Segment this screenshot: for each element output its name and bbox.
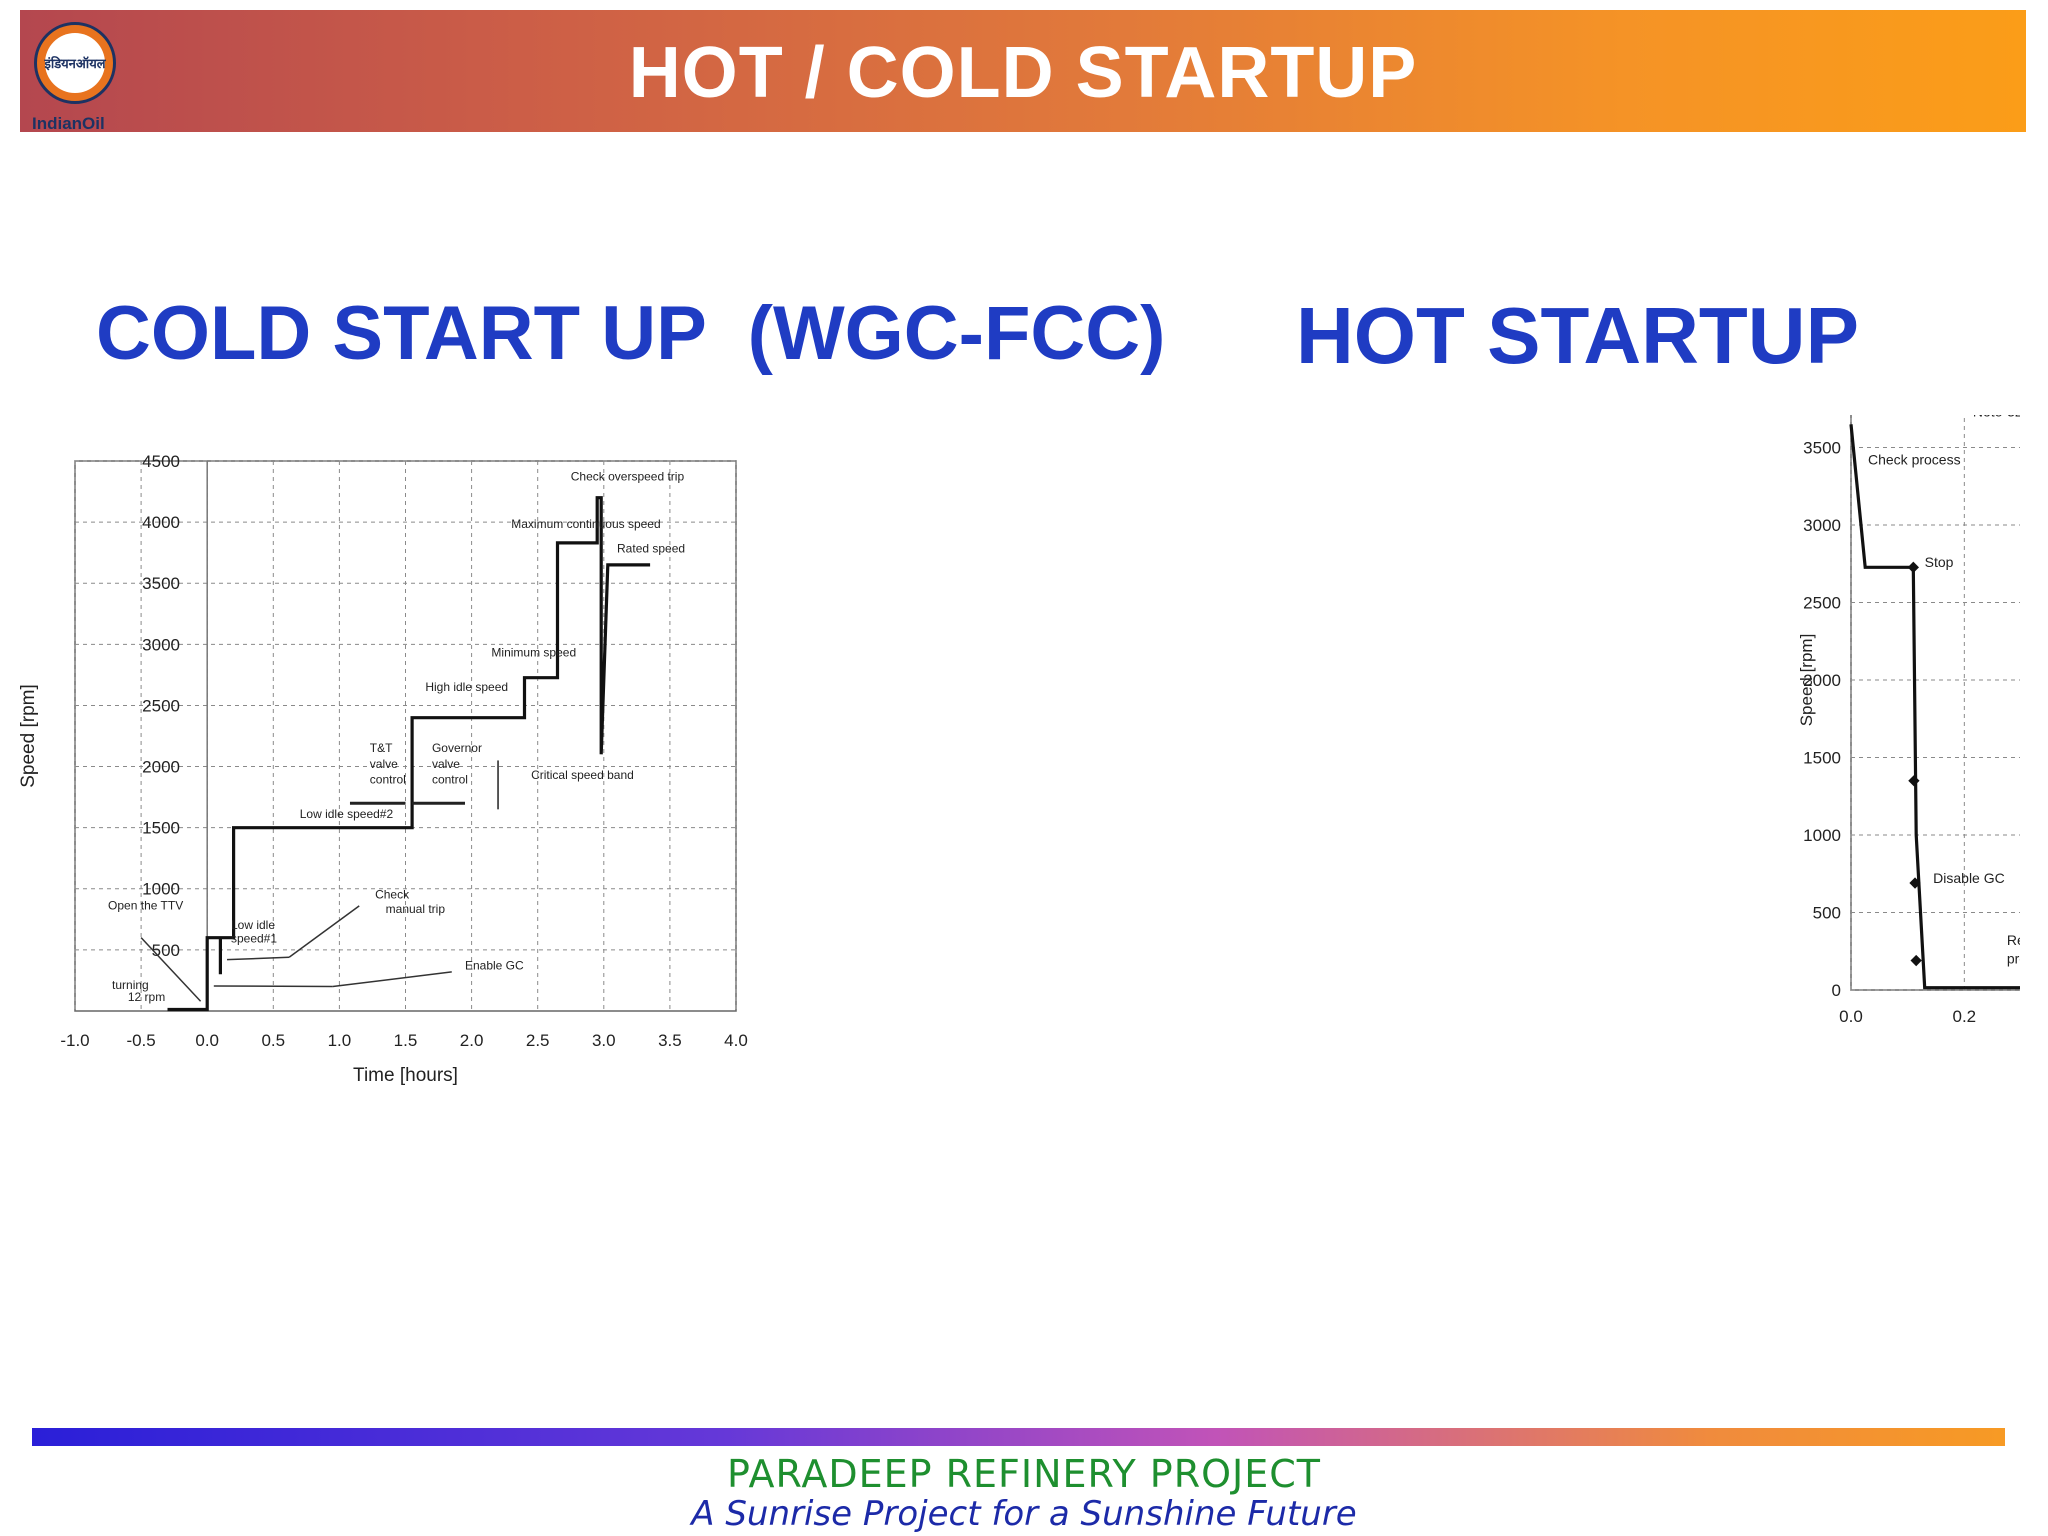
annotation-label: Re-start — [2007, 932, 2020, 948]
annotation-label: High idle speed — [425, 680, 508, 694]
y-tick-label: 1500 — [142, 819, 180, 838]
annotation-label: Check — [375, 888, 410, 902]
y-axis-label: Speed [rpm] — [1797, 634, 1816, 727]
logo-text: IndianOil — [32, 114, 105, 133]
page-title: HOT / COLD STARTUP — [628, 33, 1418, 113]
cold-startup-title: COLD START UP (WGC-FCC) — [96, 291, 1166, 376]
y-tick-label: 3000 — [1803, 516, 1841, 535]
x-tick-label: 3.0 — [592, 1031, 616, 1050]
annotation-label: Governor — [432, 741, 482, 755]
hot-startup-chart: 0.00.20.40.60.81.01.20500100015002000250… — [1797, 415, 2020, 1026]
x-tick-label: 0.0 — [195, 1031, 219, 1050]
logo-emblem: इंडियनऑयल — [34, 22, 116, 104]
plot-area — [1850, 415, 2020, 991]
x-axis-label: Time [hours] — [353, 1065, 458, 1086]
annotation-label: valve — [432, 757, 460, 771]
annotation-label: Minimum speed — [491, 646, 576, 660]
footer-gradient-bar — [32, 1428, 2005, 1446]
x-tick-label: 4.0 — [724, 1031, 748, 1050]
x-tick-label: 0.0 — [1839, 1007, 1863, 1026]
annotation-label: Open the TTV — [108, 899, 183, 913]
y-tick-label: 3500 — [1803, 438, 1841, 457]
data-marker — [1907, 561, 1919, 573]
y-tick-label: 2000 — [1803, 671, 1841, 690]
y-tick-label: 3500 — [142, 574, 180, 593]
y-tick-label: 4500 — [142, 452, 180, 471]
pointer-line — [140, 937, 202, 1002]
pointer-line — [332, 971, 452, 988]
y-tick-label: 2500 — [142, 696, 180, 715]
annotation-label: turning — [112, 978, 149, 992]
y-tick-label: 3000 — [142, 635, 180, 654]
y-tick-label: 1000 — [1803, 826, 1841, 845]
footer-tagline: A Sunrise Project for a Sunshine Future — [691, 1494, 1357, 1534]
pointer-line — [227, 956, 290, 961]
annotation-label: manual trip — [386, 902, 446, 916]
annotation-label: Stop — [1925, 554, 1954, 570]
x-tick-label: 2.0 — [460, 1031, 484, 1050]
y-tick-label: 0 — [1832, 981, 1841, 1000]
y-tick-label: 2500 — [1803, 593, 1841, 612]
x-tick-label: 1.5 — [394, 1031, 418, 1050]
header-banner: HOT / COLD STARTUP — [20, 10, 2026, 132]
annotation-label: Maximum continuous speed — [511, 517, 660, 531]
data-marker — [1908, 775, 1920, 787]
y-tick-label: 2000 — [142, 758, 180, 777]
series-line — [167, 496, 651, 1012]
series-line — [1849, 424, 2020, 990]
annotation-label: Critical speed band — [531, 768, 634, 782]
logo-hindi-text: इंडियनऑयल — [44, 57, 106, 72]
annotation-label: control — [432, 773, 468, 787]
annotation-label: Low idle speed#2 — [300, 807, 394, 821]
x-tick-label: 2.5 — [526, 1031, 550, 1050]
x-tick-label: 1.0 — [328, 1031, 352, 1050]
y-tick-label: 500 — [1813, 903, 1841, 922]
annotation-label: Disable GC — [1933, 870, 2005, 886]
annotation-label: preparation — [2007, 951, 2020, 967]
y-tick-label: 500 — [152, 941, 180, 960]
x-tick-label: 3.5 — [658, 1031, 682, 1050]
annotation-label: Note-32 — [1973, 415, 2020, 420]
x-tick-label: -0.5 — [126, 1031, 155, 1050]
indianoil-logo: इंडियनऑयल IndianOil — [24, 14, 134, 134]
footer-project-name: PARADEEP REFINERY PROJECT — [727, 1452, 1321, 1496]
x-tick-label: 0.2 — [1953, 1007, 1977, 1026]
annotation-label: valve — [370, 757, 398, 771]
hot-startup-title: HOT STARTUP — [1296, 291, 1859, 380]
annotation-label: 12 rpm — [128, 990, 165, 1004]
y-tick-label: 1500 — [1803, 748, 1841, 767]
annotation-label: T&T — [370, 741, 393, 755]
cold-startup-chart: -1.0 -0.5 0.0 0.5 1.0 1.5 2.0 2.5 3.0 3.5 4.0 500 10… — [18, 452, 748, 1086]
y-tick-label: 1000 — [142, 880, 180, 899]
annotation-label: speed#1 — [231, 932, 277, 946]
data-marker — [1910, 954, 1922, 967]
annotation-label: Rated speed — [617, 542, 685, 556]
annotation-label: Enable GC — [465, 958, 524, 972]
data-marker — [1909, 877, 1921, 889]
annotation-label: control — [370, 773, 406, 787]
annotation-label: Check process — [1868, 452, 1961, 468]
pointer-line — [288, 905, 360, 958]
annotation-label: Low idle — [231, 918, 275, 932]
pointer-line — [213, 985, 333, 988]
y-tick-label: 4000 — [142, 513, 180, 532]
x-tick-label: 0.5 — [261, 1031, 285, 1050]
y-axis-label: Speed [rpm] — [18, 684, 39, 788]
x-tick-label: -1.0 — [60, 1031, 89, 1050]
annotation-label: Check overspeed trip — [571, 470, 685, 484]
